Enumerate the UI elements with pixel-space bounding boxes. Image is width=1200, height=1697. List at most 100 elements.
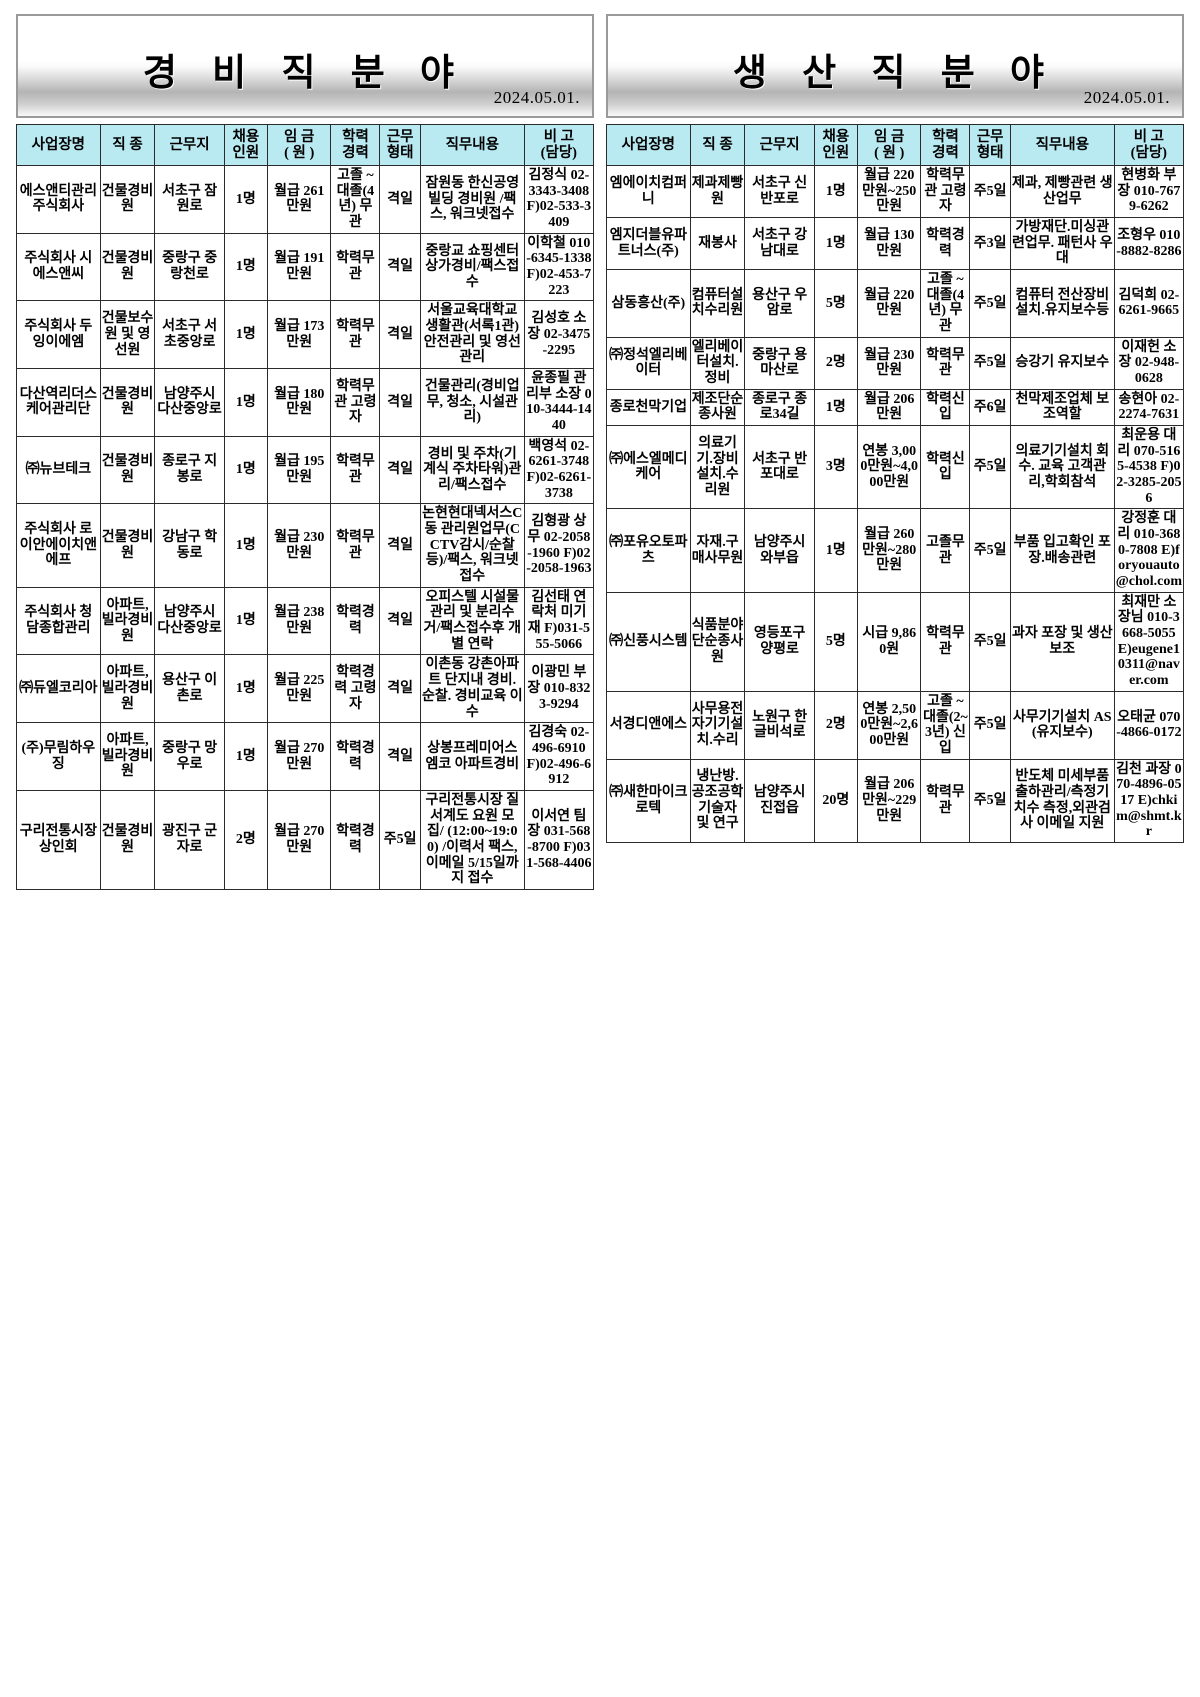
- col-header-workplace: 사업장명: [606, 124, 691, 166]
- cell-duties: 부품 입고확인 포장.배송관련: [1009, 508, 1115, 593]
- cell-education: 학력무관: [920, 758, 971, 843]
- cell-duties: 잠원동 한신공영빌딩 경비원 /팩스, 워크넷접수: [419, 165, 525, 234]
- banner-security: 경 비 직 분 야 2024.05.01.: [16, 14, 594, 118]
- table-row[interactable]: 엠지더블유파트너스(주) 재봉사 서초구 강남대로 1명 월급 130만원 학력경력 주3일…: [606, 217, 1185, 271]
- cell-workplace: ㈜정석엘리베이터: [606, 336, 691, 390]
- table-row[interactable]: 엠에이치컴퍼니 제과제빵원 서초구 신반포로 1명 월급 220만원~250만원 학력무관…: [606, 164, 1185, 219]
- cell-jobtype: 건물경비원: [99, 789, 156, 890]
- cell-jobtype: 건물경비원: [99, 503, 156, 588]
- cell-location: 노원구 한글비석로: [744, 690, 815, 760]
- cell-remarks: 김형광 상무 02-2058-1960 F)02-2058-1963: [523, 503, 595, 588]
- cell-worktype: 격일: [379, 232, 421, 302]
- col-header-duties: 직무내용: [1009, 124, 1115, 166]
- cell-workplace: ㈜포유오토파츠: [606, 508, 691, 593]
- cell-wage: 시급 9,860원: [856, 591, 922, 692]
- cell-duties: 사무기기설치 AS(유지보수): [1009, 690, 1115, 760]
- table-row[interactable]: 구리전통시장 상인회 건물경비원 광진구 군자로 2명 월급 270만원 학력경력 주5일 구…: [16, 789, 595, 890]
- cell-worktype: 주5일: [969, 269, 1011, 338]
- cell-education: 학력무관: [920, 336, 971, 390]
- cell-location: 서초구 서초중앙로: [154, 300, 225, 370]
- table-row[interactable]: ㈜포유오토파츠 자재.구매사무원 남양주시 와부읍 1명 월급 260만원~280만원 고…: [606, 508, 1185, 593]
- table-row[interactable]: 주식회사 두잉이에엠 건물보수원 및 영선원 서초구 서초중앙로 1명 월급 173만원…: [16, 300, 595, 370]
- cell-wage: 월급 230만원: [266, 503, 332, 588]
- jobs-table-production: 사업장명 직 종 근무지 채용 인원 임 금( 원 ) 학력 경력 근무 형태 직무내…: [606, 124, 1185, 843]
- cell-wage: 월급 220만원: [856, 269, 922, 338]
- cell-headcount: 1명: [223, 722, 268, 791]
- cell-location: 종로구 종로34길: [744, 388, 815, 427]
- cell-wage: 월급 195만원: [266, 435, 332, 505]
- cell-education: 고졸 ~ 대졸(4년) 무관: [330, 165, 381, 234]
- cell-headcount: 1명: [223, 503, 268, 588]
- cell-duties: 오피스텔 시설물 관리 및 분리수거/팩스접수후 개별 연락: [419, 586, 525, 656]
- cell-remarks: 김정식 02-3343-3408 F)02-533-3409: [523, 165, 595, 234]
- cell-location: 종로구 지봉로: [154, 435, 225, 505]
- table-row[interactable]: 서경디앤에스 사무용전자기기설치.수리 노원구 한글비석로 2명 연봉 2,500만원~…: [606, 690, 1185, 760]
- cell-workplace: 종로천막기업: [606, 388, 691, 427]
- table-row[interactable]: 다산역리더스케어관리단 건물경비원 남양주시 다산중앙로 1명 월급 180만원 학력무관…: [16, 368, 595, 437]
- table-row[interactable]: ㈜에스엘메디케어 의료기기.장비설치.수리원 서초구 반포대로 3명 연봉 3,000만…: [606, 425, 1185, 510]
- cell-worktype: 주5일: [969, 164, 1011, 219]
- table-row[interactable]: 주식회사 청담종합관리 아파트,빌라경비원 남양주시 다산중앙로 1명 월급 238만원…: [16, 586, 595, 656]
- cell-education: 학력무관: [920, 591, 971, 692]
- cell-wage: 월급 220만원~250만원: [856, 164, 922, 219]
- cell-workplace: 주식회사 두잉이에엠: [16, 300, 101, 370]
- cell-education: 학력신입: [920, 388, 971, 427]
- jobs-table-body-production: 엠에이치컴퍼니 제과제빵원 서초구 신반포로 1명 월급 220만원~250만원 학력무관…: [606, 164, 1185, 843]
- cell-education: 학력무관: [330, 503, 381, 588]
- table-row[interactable]: ㈜뉴브테크 건물경비원 종로구 지봉로 1명 월급 195만원 학력무관 격일 경비 및 주차…: [16, 435, 595, 505]
- table-row[interactable]: ㈜신풍시스템 식품분야단순종사원 영등포구 양평로 5명 시급 9,860원 학력무관 주5…: [606, 591, 1185, 692]
- cell-education: 학력경력: [920, 217, 971, 271]
- table-row[interactable]: 주식회사 로이안에이치앤에프 건물경비원 강남구 학동로 1명 월급 230만원 학력무관…: [16, 503, 595, 588]
- cell-wage: 월급 260만원~280만원: [856, 508, 922, 593]
- cell-duties: 서울교육대학교 생활관(서록1관) 안전관리 및 영선관리: [419, 300, 525, 370]
- cell-worktype: 격일: [379, 586, 421, 656]
- col-header-worktype: 근무 형태: [379, 124, 421, 166]
- cell-worktype: 격일: [379, 503, 421, 588]
- col-header-wage: 임 금( 원 ): [856, 124, 922, 166]
- cell-location: 서초구 잠원로: [154, 165, 225, 234]
- col-header-education: 학력 경력: [920, 124, 971, 166]
- col-header-duties: 직무내용: [419, 124, 525, 166]
- col-header-worktype: 근무 형태: [969, 124, 1011, 166]
- cell-workplace: 주식회사 시에스앤씨: [16, 232, 101, 302]
- table-row[interactable]: ㈜새한마이크로텍 냉난방.공조공학기술자 및 연구 남양주시 진접읍 20명 월급 20…: [606, 758, 1185, 843]
- col-header-location: 근무지: [744, 124, 815, 166]
- cell-duties: 건물관리(경비업무, 청소, 시설관리): [419, 368, 525, 437]
- cell-wage: 월급 173만원: [266, 300, 332, 370]
- table-row[interactable]: ㈜듀엘코리아 아파트,빌라경비원 용산구 이촌로 1명 월급 225만원 학력경력 고령자…: [16, 654, 595, 724]
- cell-education: 학력무관: [330, 300, 381, 370]
- cell-duties: 천막제조업체 보조역할: [1009, 388, 1115, 427]
- cell-remarks: 이광민 부장 010-8323-9294: [523, 654, 595, 724]
- table-row[interactable]: ㈜정석엘리베이터 엘리베이터설치.정비 중랑구 용마산로 2명 월급 230만원 학력무관…: [606, 336, 1185, 390]
- cell-location: 남양주시 다산중앙로: [154, 586, 225, 656]
- cell-jobtype: 건물경비원: [99, 165, 156, 234]
- cell-jobtype: 건물보수원 및 영선원: [99, 300, 156, 370]
- col-header-headcount: 채용 인원: [813, 124, 858, 166]
- cell-worktype: 주5일: [379, 789, 421, 890]
- cell-education: 고졸 ~ 대졸(4년) 무관: [920, 269, 971, 338]
- cell-headcount: 2명: [813, 690, 858, 760]
- cell-remarks: 김경숙 02-496-6910 F)02-496-6912: [523, 722, 595, 791]
- cell-education: 고졸 ~ 대졸(2~3년) 신입: [920, 690, 971, 760]
- cell-workplace: ㈜듀엘코리아: [16, 654, 101, 724]
- table-row[interactable]: 삼동흥산(주) 컴퓨터설치수리원 용산구 우암로 5명 월급 220만원 고졸 ~ 대졸(…: [606, 269, 1185, 338]
- table-row[interactable]: (주)무림하우징 아파트,빌라경비원 중랑구 망우로 1명 월급 270만원 학력경력 격일…: [16, 722, 595, 791]
- cell-duties: 컴퓨터 전산장비 설치.유지보수등: [1009, 269, 1115, 338]
- cell-jobtype: 제과제빵원: [689, 164, 746, 219]
- cell-wage: 연봉 2,500만원~2,600만원: [856, 690, 922, 760]
- cell-education: 학력경력: [330, 586, 381, 656]
- table-row[interactable]: 종로천막기업 제조단순종사원 종로구 종로34길 1명 월급 206만원 학력신입 주6일 천…: [606, 388, 1185, 427]
- cell-worktype: 격일: [379, 654, 421, 724]
- cell-remarks: 김천 과장 070-4896-0517 E)chkim@shmt.kr: [1113, 758, 1185, 843]
- table-row[interactable]: 주식회사 시에스앤씨 건물경비원 중랑구 중랑천로 1명 월급 191만원 학력무관 격일 중…: [16, 232, 595, 302]
- cell-headcount: 1명: [223, 232, 268, 302]
- cell-location: 서초구 반포대로: [744, 425, 815, 510]
- table-row[interactable]: 에스앤티관리주식회사 건물경비원 서초구 잠원로 1명 월급 261만원 고졸 ~ 대졸(…: [16, 165, 595, 234]
- cell-remarks: 이재헌 소장 02-948-0628: [1113, 336, 1185, 390]
- cell-jobtype: 아파트,빌라경비원: [99, 654, 156, 724]
- cell-jobtype: 사무용전자기기설치.수리: [689, 690, 746, 760]
- col-header-jobtype: 직 종: [689, 124, 746, 166]
- cell-duties: 중랑교 쇼핑센터 상가경비/팩스접수: [419, 232, 525, 302]
- cell-location: 서초구 강남대로: [744, 217, 815, 271]
